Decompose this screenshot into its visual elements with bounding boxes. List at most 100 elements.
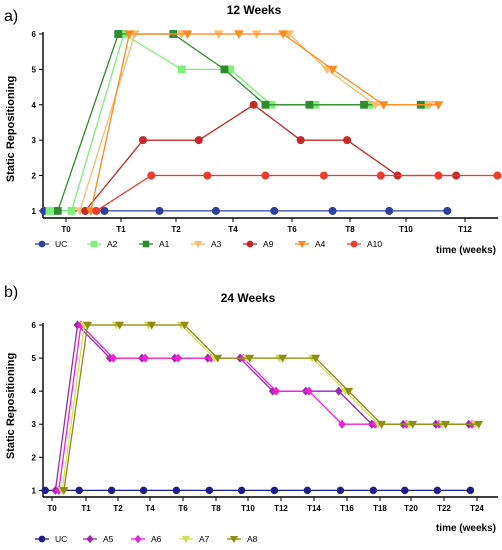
panel-b-series-a7-line xyxy=(61,324,476,491)
panel-a-y-tick-label: 6 xyxy=(32,30,37,39)
panel-a-series-a1-line xyxy=(57,33,421,212)
panel-b-x-tick-label: T0 xyxy=(47,504,57,513)
panel-a-series-a9-point xyxy=(138,136,148,145)
panel-b-series-uc-point xyxy=(401,486,409,495)
panel-b-x-tick-label: T14 xyxy=(307,504,321,513)
panel-a-x-tick-label: T10 xyxy=(399,225,413,234)
panel-a-y-tick-label: 1 xyxy=(32,207,37,216)
panel-b-legend-label-uc: UC xyxy=(55,534,67,544)
panel-a-legend-marker-a4 xyxy=(297,240,307,249)
panel-a-x-tick-label: T6 xyxy=(287,225,297,234)
panel-a-series-uc-point xyxy=(328,206,337,215)
panel-b-x-tick-label: T20 xyxy=(404,504,418,513)
panel-a-plot: 1 2 3 4 5 6 T0 T1 T2 T4 T6 T8 T10 T12 UC A2 A1 A3 A9 A4 A10 xyxy=(32,30,502,249)
panel-a-series-a10 xyxy=(92,171,502,215)
panel-a-series-a4-line xyxy=(90,33,439,212)
panel-a-series-a1-point xyxy=(305,100,314,109)
panel-b-x-tick-label: T12 xyxy=(274,504,288,513)
panel-b-series-uc-point xyxy=(205,486,214,495)
panel-b-x-tick-label: T22 xyxy=(437,504,451,513)
panel-b-series-a8-point xyxy=(311,354,321,363)
panel-a-series-a2 xyxy=(45,30,431,215)
panel-b-series-a6-point xyxy=(77,320,85,330)
panel-a-series-uc-point xyxy=(385,206,394,215)
panel-a-series-uc xyxy=(39,206,452,215)
panel-a-y-axis-label: Static Repositioning xyxy=(5,76,17,182)
panel-b-series-a8-point xyxy=(474,420,484,429)
panel-b-legend-label-a6: A6 xyxy=(151,534,162,544)
panel-b-x-axis-label: time (weeks) xyxy=(436,523,496,534)
panel-a-series-uc-point xyxy=(443,206,452,215)
panel-a-x-tick-label: T8 xyxy=(345,225,355,234)
panel-a-legend: UC A2 A1 A3 A9 A4 A10 xyxy=(35,239,382,249)
panel-a-title: 12 Weeks xyxy=(227,3,282,17)
panel-a-y-tick-label: 2 xyxy=(32,172,37,181)
panel-a-legend-marker-uc xyxy=(38,240,46,248)
panel-b-series-a6-point xyxy=(109,353,118,363)
panel-b-x-tick-label: T10 xyxy=(241,504,255,513)
panel-a-series-a9 xyxy=(81,100,461,215)
panel-b-series-a6-point xyxy=(305,386,313,396)
panel-b-series-a8-point xyxy=(213,354,223,363)
panel-b-legend-marker-a6 xyxy=(134,534,142,544)
panel-a-label: a) xyxy=(4,8,18,25)
panel-b-series-a8-point xyxy=(377,420,387,429)
panel-b-legend-marker-a8 xyxy=(229,535,239,544)
panel-b-series-a8-point xyxy=(147,321,157,330)
panel-b-series-a8-point xyxy=(83,321,93,330)
panel-a-series-a10-point xyxy=(203,171,212,180)
panel-b-x-tick-label: T16 xyxy=(340,504,354,513)
panel-b-series-uc xyxy=(41,486,475,495)
panel-b-series-a5-line xyxy=(54,323,469,491)
panel-b-series-a8-line xyxy=(63,324,479,491)
panel-a-series-a10-point xyxy=(434,171,443,180)
panel-a-series-a4-point xyxy=(182,30,193,39)
panel-b-series-uc-point xyxy=(466,486,475,495)
panel-b-title: 24 Weeks xyxy=(221,291,276,305)
panel-a-y-tick-label: 4 xyxy=(32,101,37,110)
panel-a-series-a4-point xyxy=(378,101,389,110)
panel-a-series-a10-point xyxy=(493,171,502,180)
panel-a-series-uc-point xyxy=(155,206,164,215)
panel-b-series-a8-point xyxy=(278,354,288,363)
panel-a-series-a1-point xyxy=(114,30,123,38)
panel-b-series-a8-point xyxy=(59,487,69,495)
panel-a-series-uc-point xyxy=(270,206,279,215)
panel-a-series-a2-point xyxy=(67,207,76,215)
panel-a-series-a3-point xyxy=(370,101,381,110)
panel-a-series-a9-line xyxy=(84,104,457,212)
panel-b-series-uc-point xyxy=(75,486,83,495)
panel-a-legend-label-a10: A10 xyxy=(367,239,382,249)
panel-b-plot: 1 2 3 4 5 6 T0 T1 T2 T4 T6 T8 T10 T12 T14 T16 T18 T20 T22 T… xyxy=(32,320,498,544)
panel-b-series-uc-point xyxy=(172,486,181,495)
panel-a-series-uc-point xyxy=(211,206,220,215)
panel-a-x-tick-label: T0 xyxy=(61,225,71,234)
panel-a-series-a1-point xyxy=(220,65,229,74)
panel-a-series-a9-point xyxy=(343,136,352,145)
panel-b-series-a6-line xyxy=(58,323,473,491)
panel-a-legend-label-a9: A9 xyxy=(263,239,274,249)
panel-b-series-a8 xyxy=(59,321,484,495)
panel-a-series-uc-point xyxy=(100,206,109,215)
panel-b-series-a8-point xyxy=(344,387,354,396)
panel-a-series-a9-point xyxy=(194,136,203,145)
panel-b-legend: UC A5 A6 A7 A8 xyxy=(35,534,258,544)
panel-b-y-tick-label: 1 xyxy=(32,486,37,495)
panel-b-x-tick-label: T8 xyxy=(211,504,221,513)
panel-a-legend-marker-a3 xyxy=(193,240,203,249)
panel-b-label: b) xyxy=(4,284,18,301)
panel-b-series-a8-point xyxy=(180,321,190,330)
panel-a-legend-label-a1: A1 xyxy=(159,239,170,249)
panel-b-series-uc-point xyxy=(139,486,148,495)
panel-a-series-a2-point xyxy=(45,207,54,215)
panel-b-series-a5-point xyxy=(334,386,343,396)
panel-b-series-a8-point xyxy=(408,420,418,429)
panel-a-series-a4-point xyxy=(124,30,135,39)
panel-b-series-a7 xyxy=(57,321,480,495)
panel-a-series-a3 xyxy=(74,30,435,216)
panel-b-series-a8-point xyxy=(441,420,451,429)
panel-b-x-tick-label: T4 xyxy=(145,504,155,513)
panel-a-series-a4-point xyxy=(433,101,444,110)
panel-a-legend-label-a3: A3 xyxy=(211,239,222,249)
